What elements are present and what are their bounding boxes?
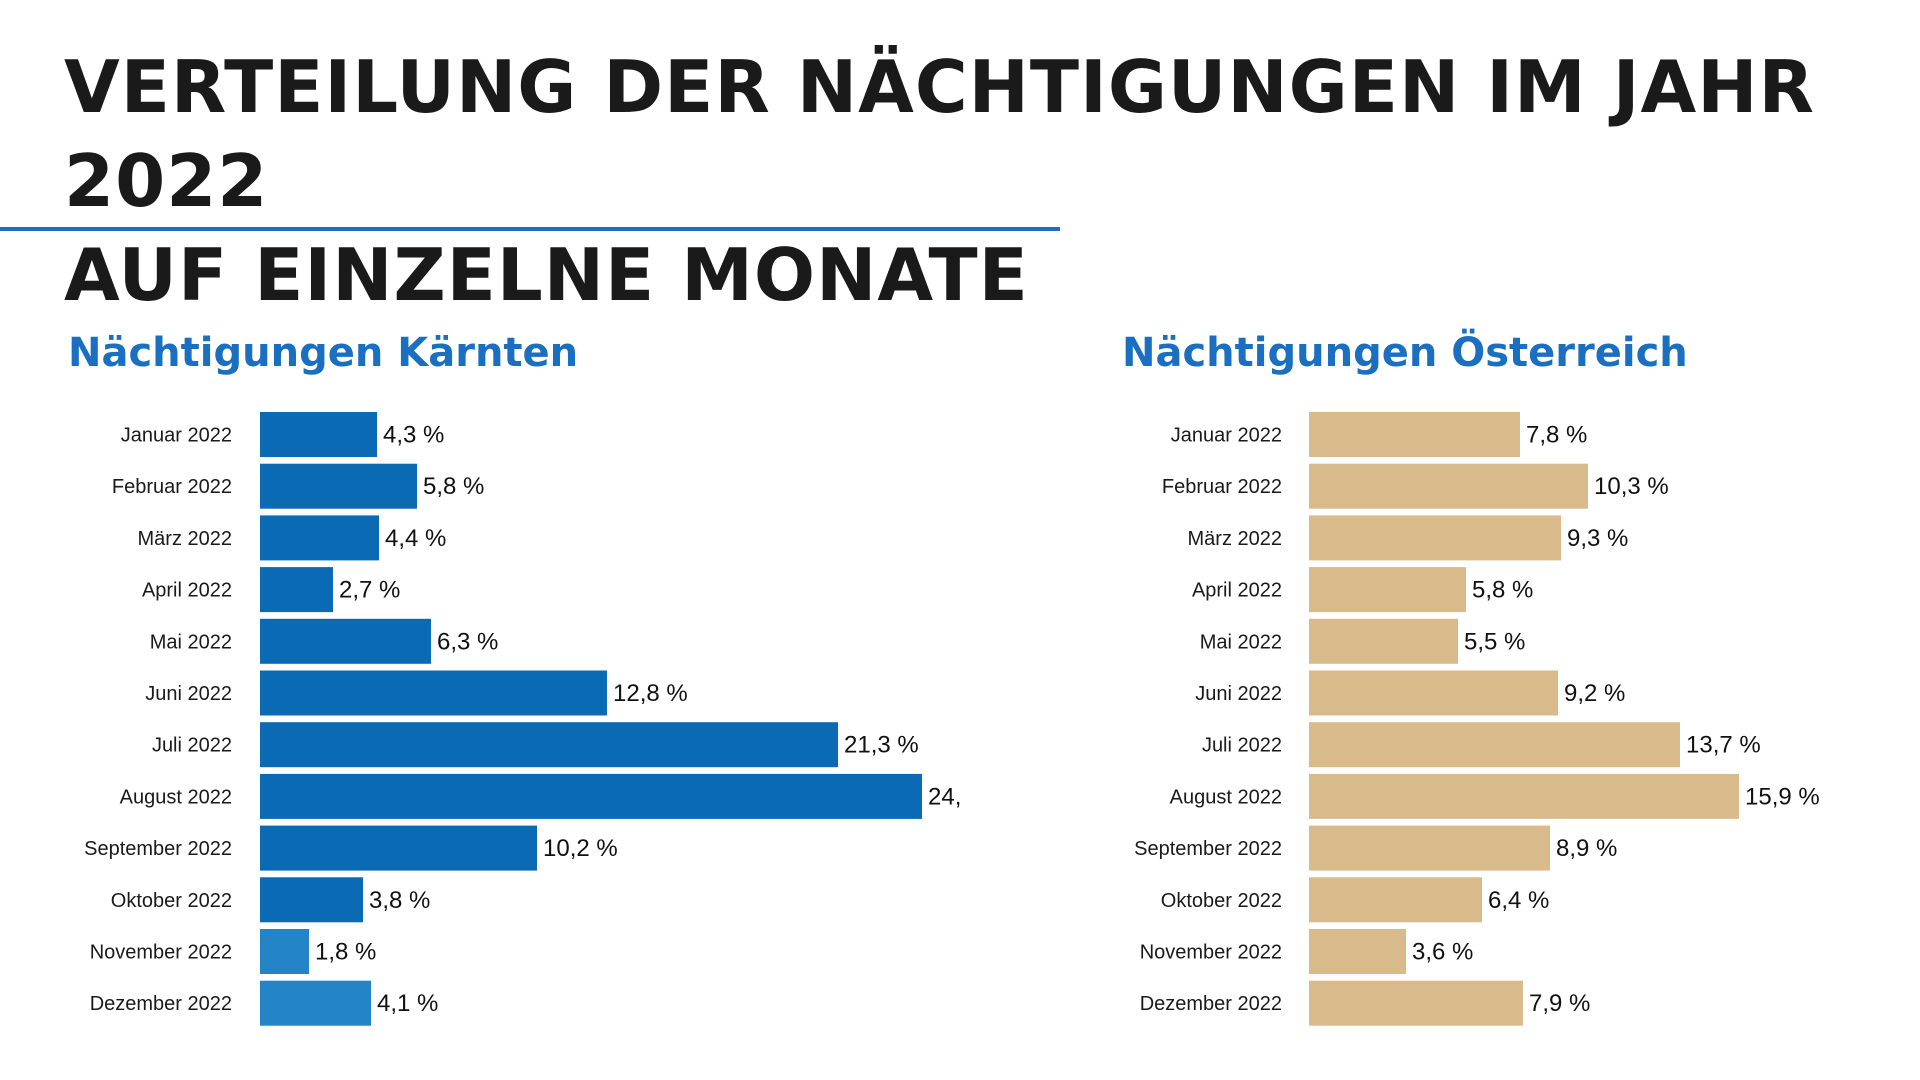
oesterreich-bar xyxy=(1309,980,1523,1026)
kaernten-value-label: 3,8 % xyxy=(369,887,430,914)
kaernten-bar xyxy=(260,670,607,716)
oesterreich-month-label: September 2022 xyxy=(1134,838,1282,860)
oesterreich-bar xyxy=(1309,670,1558,716)
kaernten-month-label: September 2022 xyxy=(84,838,232,860)
oesterreich-value-label: 8,9 % xyxy=(1556,835,1617,862)
oesterreich-bar xyxy=(1309,412,1520,457)
kaernten-bar xyxy=(260,463,417,509)
kaernten-bar xyxy=(260,618,431,664)
kaernten-value-label: 4,1 % xyxy=(377,990,438,1017)
chart-kaernten-svg: Januar 2022 4,3 % Februar 2022 5,8 % März 20… xyxy=(84,412,960,1026)
chart-kaernten: Nächtigungen Kärnten Januar 2022 4,3 % Feb… xyxy=(0,320,960,1080)
kaernten-value-label: 6,3 % xyxy=(437,628,498,655)
kaernten-bar xyxy=(260,825,537,871)
kaernten-bar xyxy=(260,722,838,768)
kaernten-bar xyxy=(260,412,377,457)
chart-oesterreich-title: Nächtigungen Österreich xyxy=(1122,330,1688,376)
kaernten-month-label: Juli 2022 xyxy=(152,735,232,757)
kaernten-value-label: 24,4 % xyxy=(928,783,960,810)
oesterreich-bar xyxy=(1309,515,1561,561)
oesterreich-month-label: Juni 2022 xyxy=(1195,683,1282,705)
title-underline xyxy=(0,227,1060,231)
oesterreich-bar xyxy=(1309,567,1466,613)
oesterreich-month-label: November 2022 xyxy=(1140,942,1282,964)
chart-oesterreich: Nächtigungen Österreich Januar 2022 7,8 %… xyxy=(960,320,1920,1080)
oesterreich-month-label: Mai 2022 xyxy=(1200,631,1282,653)
kaernten-value-label: 2,7 % xyxy=(339,577,400,604)
oesterreich-value-label: 3,6 % xyxy=(1412,939,1473,966)
kaernten-bar xyxy=(260,980,371,1026)
oesterreich-value-label: 9,3 % xyxy=(1567,525,1628,552)
kaernten-month-label: November 2022 xyxy=(90,942,232,964)
oesterreich-value-label: 15,9 % xyxy=(1745,783,1820,810)
kaernten-month-label: März 2022 xyxy=(138,528,233,550)
kaernten-month-label: Oktober 2022 xyxy=(111,890,232,912)
oesterreich-value-label: 5,8 % xyxy=(1472,577,1533,604)
oesterreich-value-label: 5,5 % xyxy=(1464,628,1525,655)
kaernten-month-label: Dezember 2022 xyxy=(90,993,232,1015)
oesterreich-bar xyxy=(1309,877,1482,923)
page-title: VERTEILUNG DER NÄCHTIGUNGEN IM JAHR 2022… xyxy=(64,40,1920,322)
kaernten-month-label: Januar 2022 xyxy=(121,425,232,447)
oesterreich-bar xyxy=(1309,773,1739,819)
kaernten-bar xyxy=(260,773,922,819)
kaernten-month-label: Mai 2022 xyxy=(150,631,232,653)
oesterreich-month-label: August 2022 xyxy=(1170,786,1282,808)
oesterreich-bar xyxy=(1309,722,1680,768)
oesterreich-bar xyxy=(1309,618,1458,664)
oesterreich-month-label: Januar 2022 xyxy=(1171,425,1282,447)
kaernten-month-label: August 2022 xyxy=(120,786,232,808)
oesterreich-value-label: 9,2 % xyxy=(1564,680,1625,707)
oesterreich-month-label: Februar 2022 xyxy=(1162,476,1282,498)
kaernten-value-label: 4,3 % xyxy=(383,422,444,449)
oesterreich-month-label: März 2022 xyxy=(1188,528,1283,550)
oesterreich-value-label: 7,9 % xyxy=(1529,990,1590,1017)
kaernten-value-label: 1,8 % xyxy=(315,939,376,966)
kaernten-value-label: 5,8 % xyxy=(423,473,484,500)
kaernten-month-label: April 2022 xyxy=(142,580,232,602)
kaernten-value-label: 12,8 % xyxy=(613,680,688,707)
page-title-line-1: VERTEILUNG DER NÄCHTIGUNGEN IM JAHR 2022 xyxy=(64,45,1815,223)
oesterreich-value-label: 7,8 % xyxy=(1526,422,1587,449)
oesterreich-value-label: 6,4 % xyxy=(1488,887,1549,914)
kaernten-value-label: 21,3 % xyxy=(844,732,919,759)
oesterreich-bar xyxy=(1309,463,1588,509)
kaernten-value-label: 10,2 % xyxy=(543,835,618,862)
kaernten-bar xyxy=(260,929,309,974)
oesterreich-month-label: Juli 2022 xyxy=(1202,735,1282,757)
kaernten-bar xyxy=(260,567,333,613)
chart-kaernten-title: Nächtigungen Kärnten xyxy=(68,330,579,376)
kaernten-value-label: 4,4 % xyxy=(385,525,446,552)
oesterreich-month-label: April 2022 xyxy=(1192,580,1282,602)
kaernten-bar xyxy=(260,877,363,923)
chart-oesterreich-svg: Januar 2022 7,8 % Februar 2022 10,3 % März 2… xyxy=(1134,412,1820,1026)
oesterreich-value-label: 10,3 % xyxy=(1594,473,1669,500)
oesterreich-bar xyxy=(1309,825,1550,871)
oesterreich-month-label: Dezember 2022 xyxy=(1140,993,1282,1015)
kaernten-month-label: Februar 2022 xyxy=(112,476,232,498)
kaernten-bar xyxy=(260,515,379,561)
kaernten-month-label: Juni 2022 xyxy=(145,683,232,705)
oesterreich-value-label: 13,7 % xyxy=(1686,732,1761,759)
page-title-line-2: AUF EINZELNE MONATE xyxy=(64,233,1029,317)
oesterreich-bar xyxy=(1309,929,1406,974)
oesterreich-month-label: Oktober 2022 xyxy=(1161,890,1282,912)
